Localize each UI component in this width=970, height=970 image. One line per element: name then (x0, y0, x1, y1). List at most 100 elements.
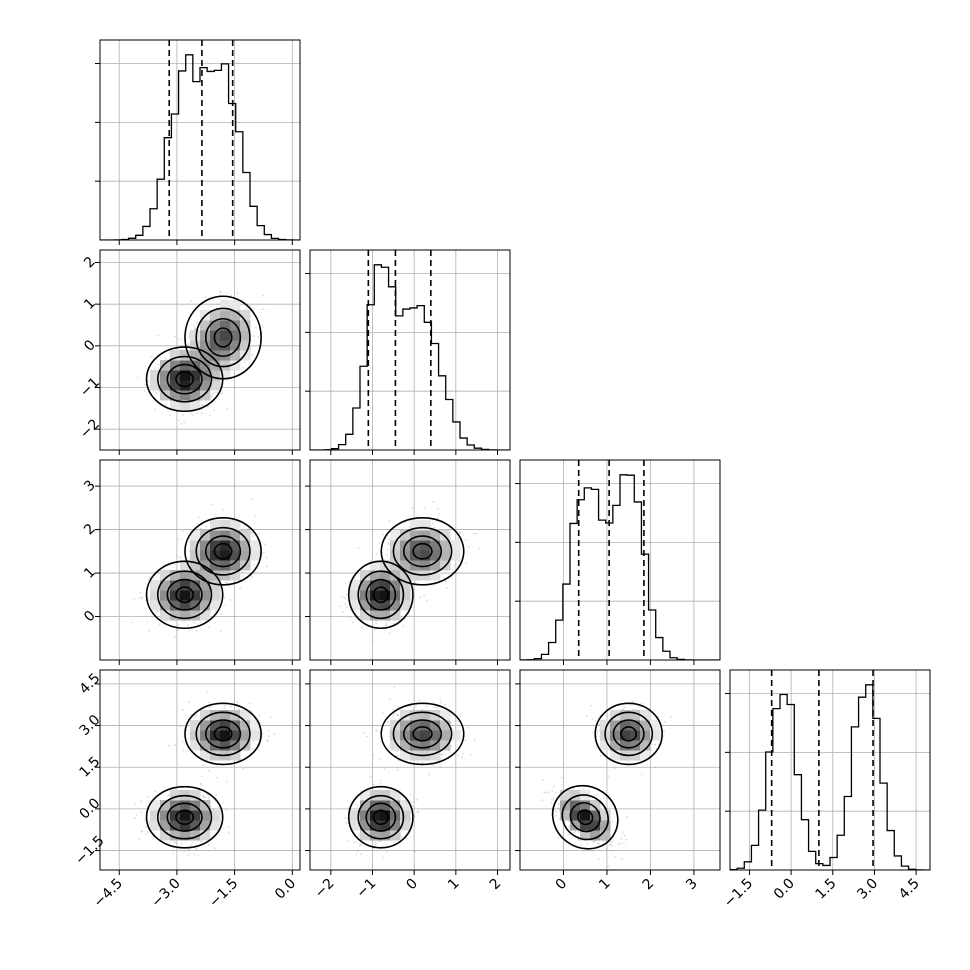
density-cell (180, 400, 191, 411)
scatter-point (366, 735, 368, 738)
contour-0-1 (357, 794, 405, 840)
scatter-point (614, 856, 617, 858)
scatter-point (552, 797, 555, 800)
scatter-point (591, 840, 594, 843)
density-cell (180, 380, 191, 391)
scatter-point (551, 798, 553, 801)
scatter-point (568, 820, 570, 823)
scatter-point (140, 830, 143, 833)
y-tick-label: 0 (81, 608, 99, 626)
scatter-point (200, 412, 203, 415)
scatter-point (423, 594, 425, 597)
scatter-point (273, 733, 276, 735)
density-cell (170, 390, 181, 401)
density-cell (200, 740, 211, 751)
scatter-point (344, 817, 346, 819)
scatter-point (442, 576, 445, 579)
density-cell (390, 550, 401, 561)
density-cell (210, 380, 221, 391)
density-cell (220, 720, 231, 731)
scatter-point (154, 790, 156, 793)
x-tick-label: −4.5 (91, 876, 126, 911)
density-cell (370, 790, 381, 801)
density-cell (560, 810, 571, 821)
scatter-point (218, 303, 221, 306)
scatter-point (436, 760, 438, 762)
scatter-point (417, 761, 420, 763)
density-cell (190, 830, 201, 841)
panel-inner (520, 460, 720, 660)
density-cell (200, 320, 211, 331)
density-cell (230, 540, 241, 551)
scatter-point (135, 814, 138, 816)
scatter-point (186, 855, 189, 857)
scatter-point (146, 795, 149, 798)
scatter-point (650, 749, 653, 752)
density-cell (370, 590, 381, 601)
scatter-point (663, 721, 666, 723)
scatter-point (220, 392, 223, 395)
scatter-point (374, 729, 377, 732)
scatter-point (432, 764, 435, 766)
scatter-point (208, 769, 210, 772)
scatter-point (195, 321, 198, 324)
scatter-point (382, 856, 385, 859)
density-cell (190, 530, 201, 541)
contour-1-0 (184, 295, 262, 380)
scatter-point (223, 596, 226, 599)
density-cell (170, 600, 181, 611)
scatter-point (553, 785, 555, 788)
scatter-point (158, 623, 161, 626)
density-cell (420, 520, 431, 531)
scatter-point (393, 622, 395, 625)
density-cell (220, 340, 231, 351)
scatter-point (465, 562, 467, 564)
density-cell (450, 550, 461, 561)
density-cell (400, 750, 411, 761)
x-tick-label: 2 (640, 876, 658, 894)
scatter-point (412, 805, 415, 808)
scatter-point (391, 708, 394, 711)
contour-0-2 (365, 802, 397, 832)
scatter-point (432, 706, 435, 708)
scatter-point (148, 820, 151, 823)
scatter-point (397, 705, 400, 708)
density-cell (170, 380, 181, 391)
density-cell (230, 360, 241, 371)
density-cell (210, 740, 221, 751)
scatter-point (339, 605, 341, 608)
density-cell (160, 810, 171, 821)
density-cell (200, 570, 211, 581)
scatter-point (574, 830, 577, 833)
density-cell (400, 530, 411, 541)
scatter-point (182, 740, 184, 743)
density-cell (430, 750, 441, 761)
scatter-point (608, 844, 611, 846)
contour-0-3 (577, 809, 594, 826)
density-cell (410, 530, 421, 541)
density-cell (410, 570, 421, 581)
density-cell (390, 610, 401, 621)
scatter-point (663, 730, 665, 733)
scatter-point (213, 392, 216, 394)
density-cell (400, 550, 411, 561)
scatter-point (419, 596, 421, 599)
scatter-point (200, 840, 202, 843)
scatter-point (611, 844, 614, 847)
scatter-point (195, 629, 198, 632)
scatter-point (165, 358, 167, 360)
scatter-point (168, 351, 171, 354)
density-cell (160, 580, 171, 591)
contour-0-2 (365, 578, 397, 611)
scatter-point (595, 794, 598, 796)
scatter-point (421, 708, 424, 711)
x-tick-label: −2 (312, 876, 338, 902)
scatter-point (134, 817, 137, 820)
scatter-point (545, 791, 547, 794)
scatter-point (417, 811, 420, 814)
scatter-point (369, 775, 372, 778)
density-cell (600, 740, 611, 751)
scatter-point (179, 725, 182, 728)
scatter-point (470, 753, 473, 756)
density-cell (200, 380, 211, 391)
